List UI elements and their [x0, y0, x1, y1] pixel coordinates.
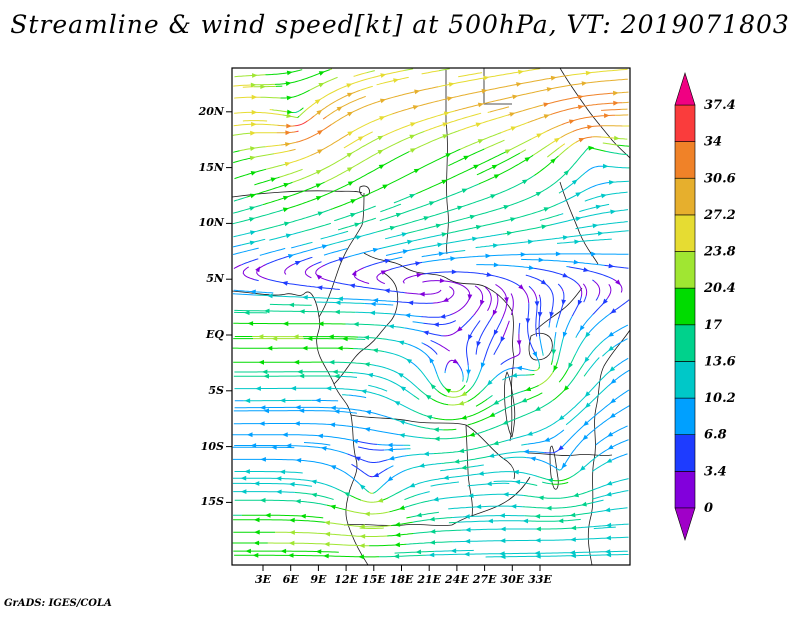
plot-border: [231, 67, 631, 566]
colorbar-tick-label: 20.4: [703, 281, 736, 296]
streamline-arrows: [240, 69, 621, 560]
colorbar-segment: [674, 104, 696, 142]
colorbar-tick-label: 3.4: [704, 464, 727, 479]
lat-tick-label: 15N: [198, 160, 224, 174]
figure-title: Streamline & wind speed[kt] at 500hPa, V…: [10, 10, 790, 39]
colorbar-tick-label: 17: [704, 318, 722, 333]
lon-tick-label: 6E: [282, 573, 299, 586]
lat-tick-label: 5S: [208, 383, 224, 397]
colorbar-tick-label: 13.6: [704, 355, 736, 370]
colorbar-above-max-arrow: [674, 71, 696, 106]
lat-tick-label: 5N: [206, 272, 224, 286]
colorbar-segment: [674, 324, 696, 362]
colorbar-segment: [674, 141, 696, 179]
colorbar-tick-label: 6.8: [704, 428, 727, 443]
map-borders: [232, 68, 630, 565]
grads-credit: GrADS: IGES/COLA: [4, 598, 112, 609]
lon-tick-label: 3E: [254, 573, 271, 586]
lon-tick-label: 33E: [528, 573, 552, 586]
axis-ticks: [226, 111, 541, 571]
lon-tick-label: 18E: [389, 573, 414, 586]
colorbar: 0 3.4 6.8 10.2 13.6 17 20.4 23.8 27.2 30.6 34 37.4: [674, 71, 736, 542]
colorbar-segment: [674, 214, 696, 252]
lat-tick-label: 10N: [198, 216, 224, 230]
colorbar-segment: [674, 361, 696, 399]
colorbar-tick-label: 30.6: [704, 171, 736, 186]
lon-tick-label: 30E: [500, 573, 525, 586]
lat-tick-label: 20N: [198, 104, 224, 118]
lon-tick-label: 24E: [445, 573, 469, 586]
colorbar-below-min-arrow: [674, 507, 696, 542]
colorbar-tick-label: 37.4: [704, 98, 736, 113]
lon-tick-label: 12E: [334, 573, 358, 586]
colorbar-segment: [674, 471, 696, 509]
lon-tick-label: 15E: [361, 573, 386, 586]
colorbar-tick-label: 27.2: [703, 208, 736, 223]
colorbar-segment: [674, 287, 696, 326]
lat-tick-label: EQ: [206, 328, 224, 341]
colorbar-tick-label: 23.8: [703, 245, 736, 260]
lon-tick-label: 27E: [472, 573, 497, 586]
lon-tick-label: 9E: [310, 573, 327, 586]
lon-tick-label: 21E: [417, 573, 442, 586]
lat-tick-label: 10S: [200, 439, 224, 453]
colorbar-segment: [674, 397, 696, 436]
colorbar-tick-label: 34: [704, 135, 722, 150]
lat-tick-label: 15S: [200, 495, 224, 509]
colorbar-segment: [674, 434, 696, 472]
colorbar-segment: [674, 178, 696, 216]
colorbar-tick-label: 0: [704, 501, 713, 516]
colorbar-tick-label: 10.2: [704, 391, 736, 406]
colorbar-segment: [674, 251, 696, 289]
